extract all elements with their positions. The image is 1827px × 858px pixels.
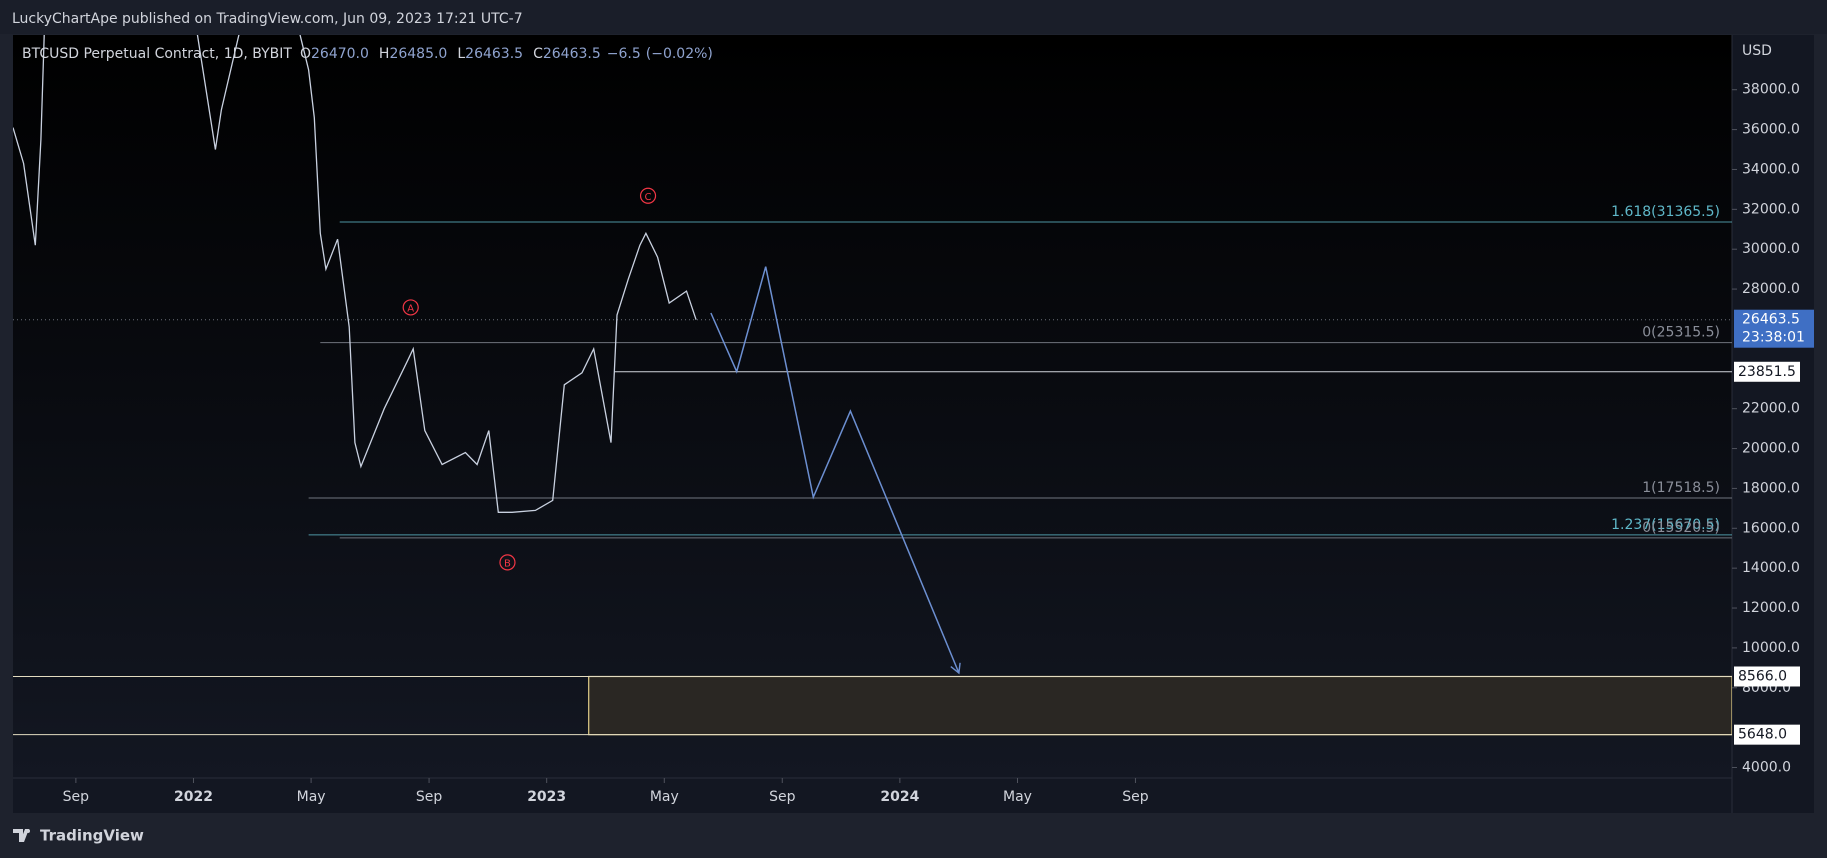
fib-label: 1(17518.5) [1642, 480, 1720, 496]
wave-circle [402, 299, 419, 316]
legend: BTCUSD Perpetual Contract, 1D, BYBIT O264… [22, 46, 713, 62]
x-tick-label: 2024 [880, 789, 919, 805]
ohlc-value: 26485.0 [389, 46, 447, 62]
countdown: 23:38:01 [1742, 330, 1805, 346]
level-label-box [1734, 361, 1800, 382]
y-tick-label: 36000.0 [1742, 122, 1800, 138]
symbol-title: BTCUSD Perpetual Contract, 1D, BYBIT [22, 46, 292, 62]
wave-circle [639, 187, 657, 204]
wave-label: C [645, 192, 652, 203]
price-axis [1732, 35, 1814, 813]
y-tick-label: 14000.0 [1742, 560, 1800, 576]
ohlc-key: C [533, 46, 543, 62]
fib-label: 0(15520.5) [1642, 520, 1720, 536]
level-label: 5648.0 [1738, 727, 1787, 743]
y-tick-label: 22000.0 [1742, 401, 1800, 417]
y-tick-label: 10000.0 [1742, 640, 1800, 656]
logo-dot [26, 829, 30, 833]
logo-icon [13, 829, 29, 842]
y-tick-label: 32000.0 [1742, 201, 1800, 217]
ohlc-key: O [300, 46, 311, 62]
time-axis [13, 778, 1732, 813]
header-bar [0, 0, 1827, 34]
fib-label: 0(25315.5) [1642, 325, 1720, 341]
y-tick-label: 38000.0 [1742, 82, 1800, 98]
y-tick-label: 4000.0 [1742, 760, 1791, 776]
fib-label: 1.618(31365.5) [1611, 204, 1720, 220]
fib-label: 1.237(15670.5) [1611, 517, 1720, 533]
wave-label: A [407, 303, 414, 314]
plot-area [13, 35, 1732, 778]
ohlc-key: H [379, 46, 390, 62]
level-label: 8566.0 [1738, 668, 1787, 684]
y-tick-label: 16000.0 [1742, 520, 1800, 536]
level-label: 23851.5 [1738, 364, 1796, 380]
last-price-box [1734, 309, 1814, 348]
header-text: LuckyChartApe published on TradingView.c… [12, 11, 523, 27]
wave-circle [499, 554, 516, 571]
y-tick-label: 28000.0 [1742, 281, 1800, 297]
x-tick-label: Sep [63, 789, 90, 805]
y-tick-label: 12000.0 [1742, 600, 1800, 616]
level-label-box [1734, 724, 1800, 745]
x-tick-label: 2022 [174, 789, 213, 805]
last-price-label: 26463.5 [1742, 312, 1800, 328]
x-tick-label: May [1003, 789, 1032, 805]
change-value: −6.5 [607, 46, 641, 62]
y-tick-label: 34000.0 [1742, 161, 1800, 177]
y-tick-label: 20000.0 [1742, 441, 1800, 457]
footer-logo: TradingView [13, 827, 144, 845]
overlay-layer: USD BTCUSD Perpetual Contract, 1D, BYBIT O… [22, 43, 1814, 805]
ohlc-key: L [457, 46, 465, 62]
price-line [13, 35, 697, 513]
y-tick-label: 30000.0 [1742, 241, 1800, 257]
x-tick-label: 2023 [527, 789, 566, 805]
change-percent: (−0.02%) [646, 46, 713, 62]
x-tick-label: May [297, 789, 326, 805]
x-tick-label: May [650, 789, 679, 805]
wave-label: B [504, 558, 511, 569]
x-tick-label: Sep [769, 789, 796, 805]
currency-label: USD [1742, 43, 1772, 59]
y-tick-label: 18000.0 [1742, 480, 1800, 496]
target-zone [588, 675, 1732, 736]
x-tick-label: Sep [416, 789, 443, 805]
x-tick-label: Sep [1122, 789, 1149, 805]
ohlc-value: 26463.5 [465, 46, 523, 62]
footer-text: TradingView [40, 827, 144, 845]
level-label-box [1734, 666, 1800, 687]
ohlc-value: 26470.0 [311, 46, 369, 62]
projection-path [710, 266, 961, 675]
ohlc-value: 26463.5 [543, 46, 601, 62]
plot-layer [13, 35, 1732, 736]
